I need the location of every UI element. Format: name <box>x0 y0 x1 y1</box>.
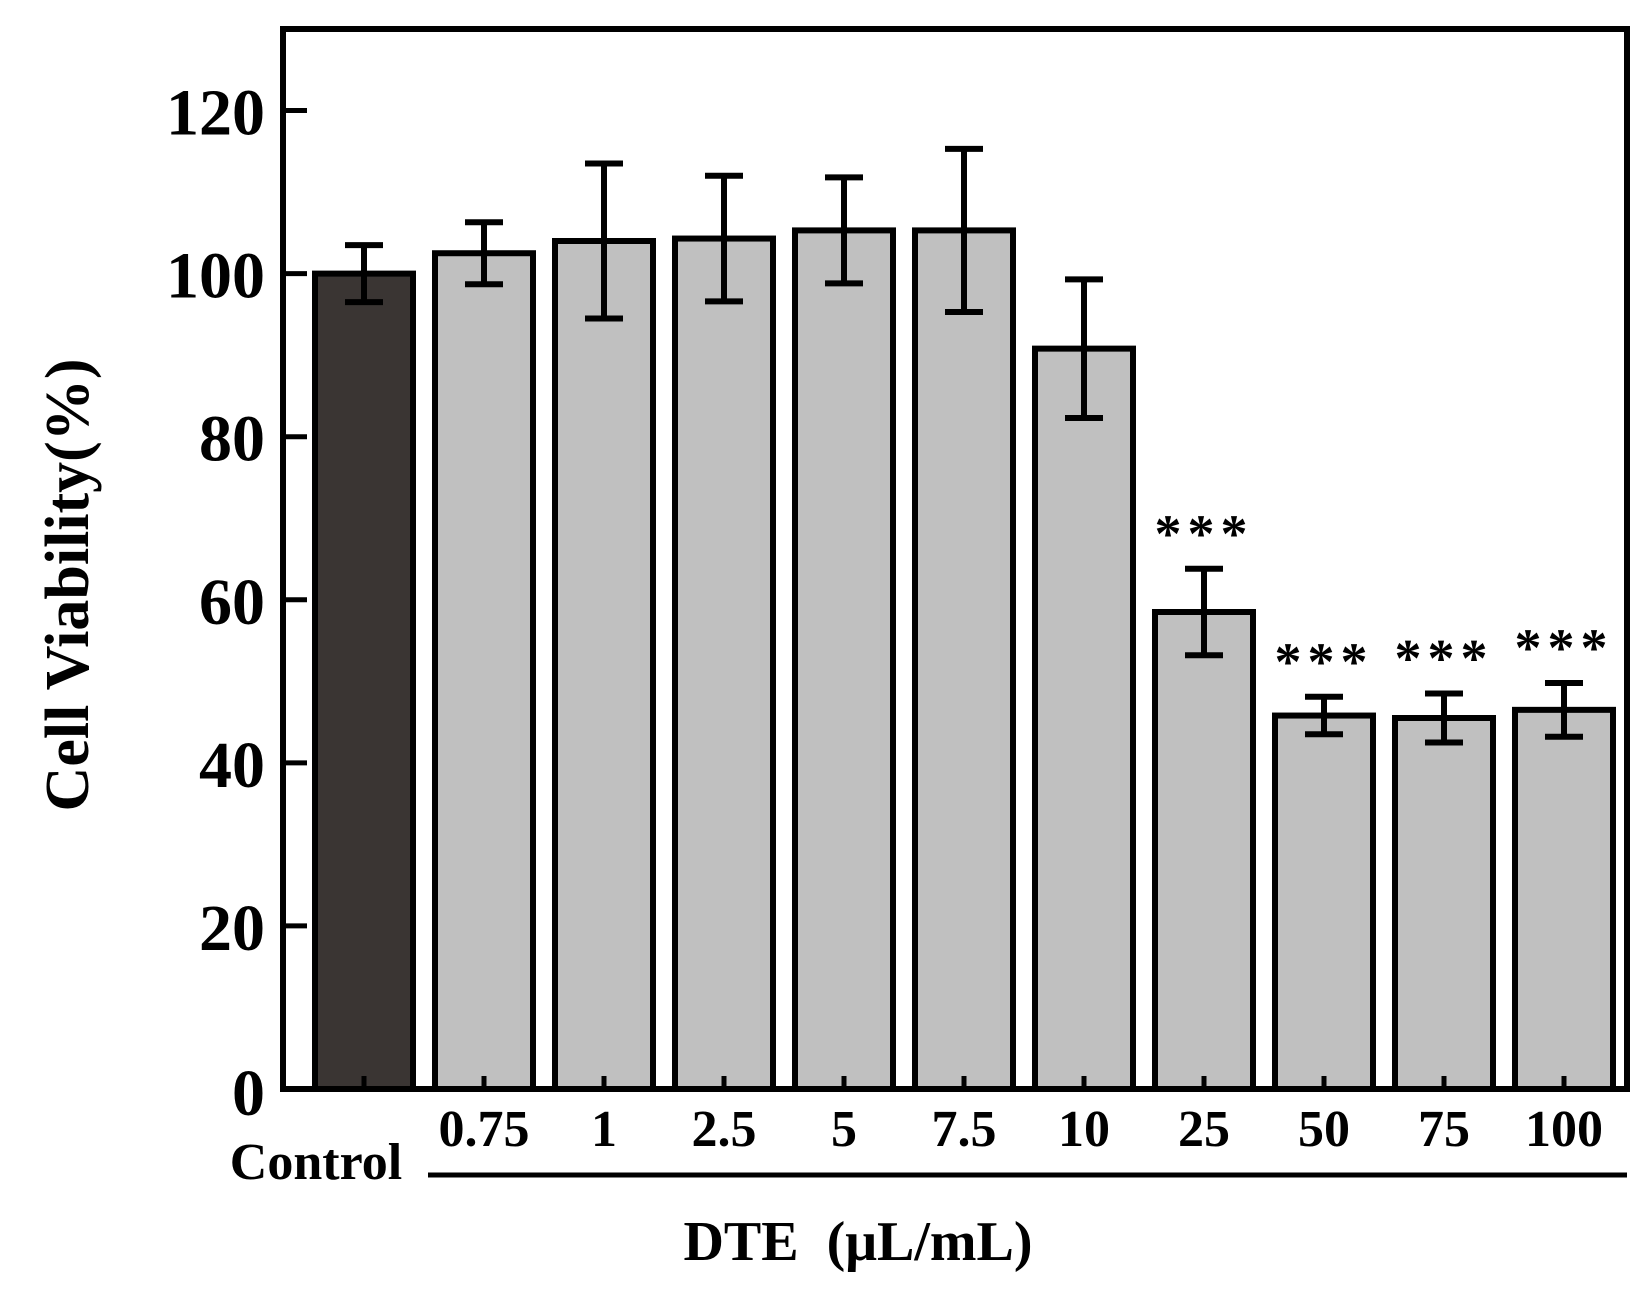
bar-1 <box>552 238 656 1092</box>
x-tick-label-0: Control <box>230 1134 402 1191</box>
axes-layer <box>280 26 1630 1178</box>
bar-75 <box>1392 715 1496 1092</box>
x-tick-label-9: 75 <box>1418 1101 1470 1158</box>
bar-5 <box>792 227 896 1092</box>
bar-25 <box>1152 609 1256 1092</box>
bar-10 <box>1032 345 1136 1092</box>
error-bars-layer <box>345 145 1583 746</box>
x-tick-label-7: 25 <box>1178 1101 1230 1158</box>
y-tick-label-100: 100 <box>166 240 265 313</box>
y-tick-label-80: 80 <box>199 403 265 476</box>
significance-label-7: *** <box>1155 504 1254 564</box>
x-tick-label-4: 5 <box>831 1101 857 1158</box>
x-tick-label-2: 1 <box>591 1101 617 1158</box>
x-group-label: DTE (μL/mL) <box>683 1211 1032 1273</box>
x-tick-label-1: 0.75 <box>439 1101 530 1158</box>
x-tick-label-10: 100 <box>1525 1101 1603 1158</box>
bar-0_75 <box>432 250 536 1092</box>
significance-label-9: *** <box>1395 629 1494 689</box>
x-tick-label-3: 2.5 <box>692 1101 757 1158</box>
bar-7_5 <box>912 227 1016 1092</box>
bar-control <box>312 270 416 1093</box>
y-tick-label-60: 60 <box>199 566 265 639</box>
y-tick-label-0: 0 <box>232 1057 265 1130</box>
plot-frame <box>280 26 1630 1092</box>
bar-2_5 <box>672 235 776 1093</box>
significance-label-10: *** <box>1515 618 1614 678</box>
x-tick-label-5: 7.5 <box>932 1101 997 1158</box>
x-tick-label-8: 50 <box>1298 1101 1350 1158</box>
y-axis-title: Cell Viability(%) <box>34 359 102 812</box>
labels-layer: Control 0.75 1 2.5 5 7.5 10 25 *** 50 *** 75 *** 100 *… <box>166 77 1614 1191</box>
bar-50 <box>1272 712 1376 1092</box>
y-tick-label-40: 40 <box>199 729 265 802</box>
significance-label-8: *** <box>1275 632 1374 692</box>
bar-100 <box>1512 706 1616 1092</box>
y-tick-label-120: 120 <box>166 77 265 150</box>
y-tick-label-20: 20 <box>199 892 265 965</box>
x-tick-label-6: 10 <box>1058 1101 1110 1158</box>
